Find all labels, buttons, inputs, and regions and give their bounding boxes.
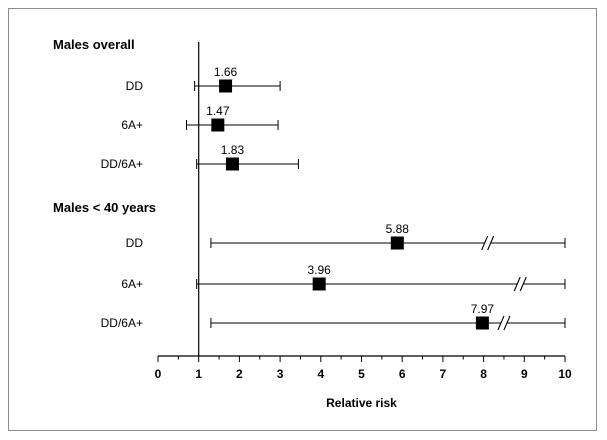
axis-break-mark: [481, 235, 489, 251]
x-tick-label: 4: [317, 367, 324, 381]
axis-break-mark: [487, 235, 495, 251]
x-tick-label: 8: [480, 367, 487, 381]
x-tick-label: 10: [558, 367, 572, 381]
estimate-label: 1.83: [221, 143, 245, 157]
row-label: DD: [126, 79, 144, 93]
axis-break-mark: [513, 276, 521, 292]
estimate-label: 1.66: [214, 65, 238, 79]
chart-frame: [8, 8, 597, 431]
group-label: Males < 40 years: [53, 200, 156, 215]
estimate-marker: [225, 157, 239, 171]
estimate-label: 5.88: [386, 222, 410, 236]
row-label: 6A+: [121, 118, 143, 132]
x-tick-label: 1: [195, 367, 202, 381]
estimate-label: 1.47: [206, 104, 230, 118]
x-tick-label: 0: [155, 367, 162, 381]
group-label: Males overall: [53, 37, 135, 52]
estimate-label: 7.97: [471, 302, 495, 316]
axis-break-mark: [497, 315, 505, 331]
estimate-marker: [211, 118, 225, 132]
x-axis-title: Relative risk: [326, 396, 397, 410]
x-tick-label: 7: [440, 367, 447, 381]
row-label: DD: [126, 236, 144, 250]
x-tick-label: 9: [521, 367, 528, 381]
x-tick-label: 5: [358, 367, 365, 381]
axis-break-mark: [503, 315, 511, 331]
row-label: DD/6A+: [101, 157, 143, 171]
x-tick-label: 2: [236, 367, 243, 381]
x-tick-label: 3: [277, 367, 284, 381]
estimate-marker: [312, 277, 326, 291]
estimate-marker: [219, 79, 233, 93]
row-label: DD/6A+: [101, 316, 143, 330]
x-tick-label: 6: [399, 367, 406, 381]
estimate-marker: [390, 236, 404, 250]
estimate-marker: [475, 316, 489, 330]
axis-break-mark: [519, 276, 527, 292]
row-label: 6A+: [121, 277, 143, 291]
estimate-label: 3.96: [307, 263, 331, 277]
